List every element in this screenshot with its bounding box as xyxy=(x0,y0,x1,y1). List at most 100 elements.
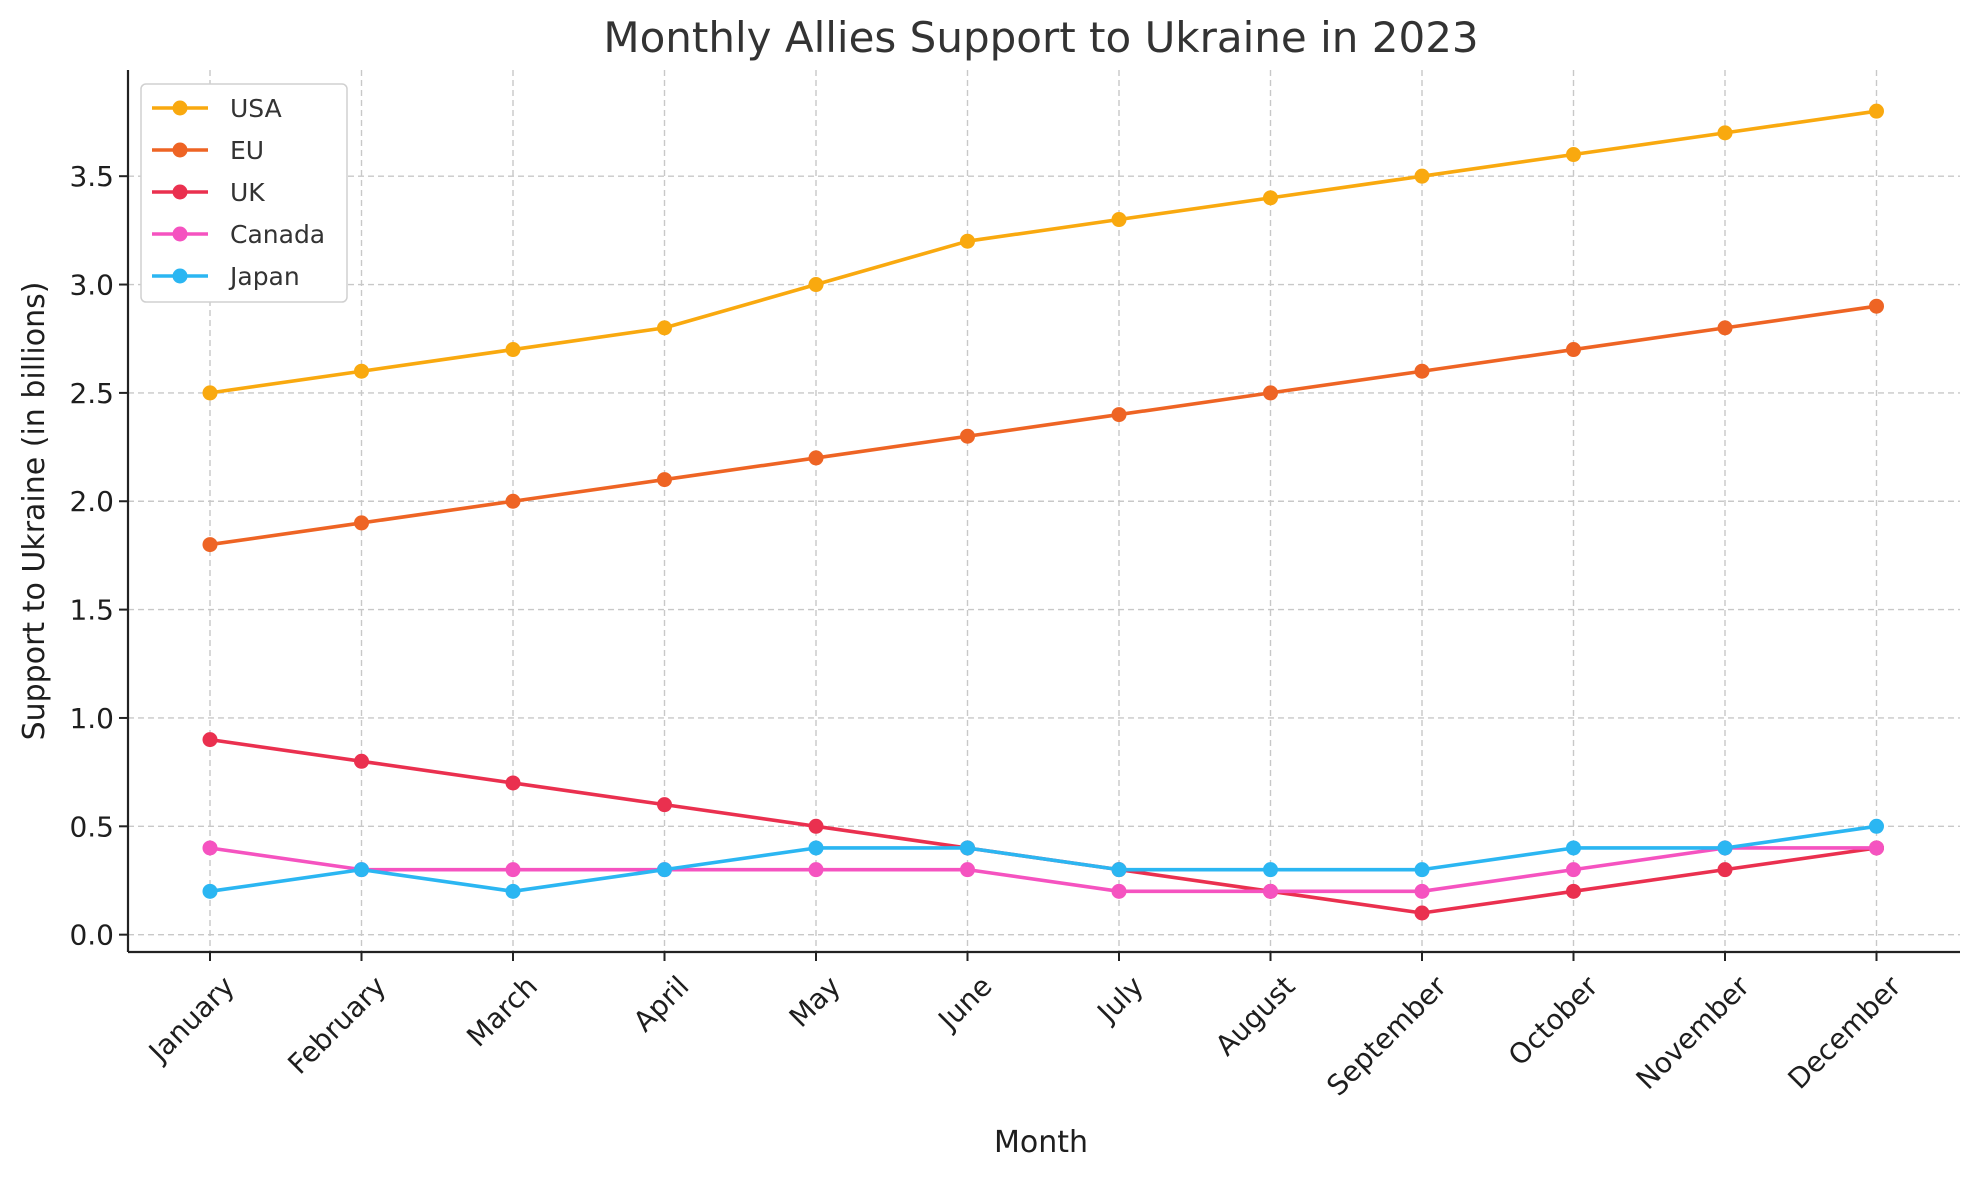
y-ticks: 0.0 0.5 1.0 1.5 2.0 2.5 3.0 3.5 xyxy=(69,160,128,952)
data-point-usa xyxy=(1414,168,1430,184)
chart-title: Monthly Allies Support to Ukraine in 202… xyxy=(603,13,1478,62)
data-point-eu xyxy=(1414,363,1430,379)
data-point-usa xyxy=(960,233,975,249)
data-point-canada xyxy=(1414,883,1430,899)
axes xyxy=(126,70,1960,954)
data-point-uk xyxy=(1414,905,1430,921)
data-point-usa xyxy=(808,277,824,293)
data-point-japan xyxy=(1111,862,1127,878)
data-point-eu xyxy=(1869,298,1884,314)
y-tick-label: 1.5 xyxy=(69,594,114,627)
data-point-japan xyxy=(1263,862,1278,878)
data-point-uk xyxy=(1717,862,1733,878)
y-tick-label: 2.5 xyxy=(69,377,114,410)
data-point-uk xyxy=(354,753,369,769)
x-tick-label: November xyxy=(1630,969,1757,1096)
data-point-uk xyxy=(657,797,672,813)
x-tick-label: May xyxy=(783,970,847,1034)
series-line-japan xyxy=(208,824,1879,894)
legend-box xyxy=(140,83,348,303)
series-line-eu xyxy=(208,304,1879,547)
legend-label: UK xyxy=(230,178,265,207)
data-point-japan xyxy=(505,883,521,899)
data-point-japan xyxy=(1717,840,1733,856)
legend: USA EU UK Canada Japan xyxy=(140,83,348,303)
series-eu xyxy=(202,298,1884,553)
data-point-eu xyxy=(960,428,975,444)
data-point-usa xyxy=(505,342,521,358)
y-tick-label: 2.0 xyxy=(69,485,114,518)
series-usa xyxy=(202,103,1884,401)
y-tick-label: 0.0 xyxy=(69,919,114,952)
data-point-canada xyxy=(1869,840,1884,856)
data-point-japan xyxy=(657,862,672,878)
x-tick-label: December xyxy=(1781,969,1907,1095)
data-point-eu xyxy=(657,472,672,488)
data-point-eu xyxy=(505,493,521,509)
data-point-eu xyxy=(808,450,824,466)
data-point-eu xyxy=(1566,342,1581,358)
legend-marker xyxy=(172,268,188,284)
data-point-usa xyxy=(1263,190,1278,206)
legend-item-japan: Japan xyxy=(152,262,300,291)
x-tick-label: August xyxy=(1209,970,1302,1063)
data-point-usa xyxy=(1869,103,1884,119)
data-point-usa xyxy=(1111,212,1127,228)
data-point-japan xyxy=(202,883,218,899)
data-point-canada xyxy=(960,862,975,878)
x-ticks: January February March April May June July Augu… xyxy=(141,952,1908,1102)
data-point-canada xyxy=(1111,883,1127,899)
y-axis-title: Support to Ukraine (in billions) xyxy=(17,282,52,741)
data-point-japan xyxy=(354,862,369,878)
y-tick-label: 1.0 xyxy=(69,702,114,735)
legend-marker xyxy=(172,142,188,158)
legend-label: Japan xyxy=(228,262,300,291)
data-point-usa xyxy=(657,320,672,336)
grid xyxy=(128,70,1960,952)
x-tick-label: March xyxy=(460,970,544,1054)
legend-label: Canada xyxy=(230,220,325,249)
data-point-uk xyxy=(808,818,824,834)
legend-marker xyxy=(172,184,188,200)
data-point-uk xyxy=(202,732,218,748)
x-tick-label: February xyxy=(281,970,392,1081)
data-point-canada xyxy=(1263,883,1278,899)
data-point-japan xyxy=(1414,862,1430,878)
data-point-canada xyxy=(202,840,218,856)
series xyxy=(202,103,1884,921)
x-tick-label: April xyxy=(627,970,696,1039)
data-point-eu xyxy=(1263,385,1278,401)
legend-item-uk: UK xyxy=(152,178,265,207)
series-line-canada xyxy=(208,846,1879,894)
x-tick-label: October xyxy=(1502,969,1605,1072)
legend-item-eu: EU xyxy=(152,136,264,165)
y-tick-label: 3.5 xyxy=(69,160,114,193)
data-point-usa xyxy=(354,363,369,379)
data-point-eu xyxy=(1717,320,1733,336)
data-point-japan xyxy=(1869,818,1884,834)
x-tick-label: January xyxy=(141,970,241,1070)
legend-label: USA xyxy=(230,94,282,123)
x-tick-label: June xyxy=(931,970,999,1038)
data-point-canada xyxy=(505,862,521,878)
x-tick-label: September xyxy=(1320,969,1453,1102)
data-point-eu xyxy=(1111,407,1127,423)
data-point-eu xyxy=(354,515,369,531)
data-point-canada xyxy=(1566,862,1581,878)
data-point-japan xyxy=(808,840,824,856)
legend-label: EU xyxy=(230,136,264,165)
data-point-uk xyxy=(505,775,521,791)
data-point-usa xyxy=(1566,147,1581,163)
x-tick-label: July xyxy=(1090,970,1150,1030)
data-point-usa xyxy=(1717,125,1733,141)
data-point-japan xyxy=(1566,840,1581,856)
y-tick-label: 0.5 xyxy=(69,810,114,843)
legend-marker xyxy=(172,226,188,242)
data-point-canada xyxy=(808,862,824,878)
legend-item-canada: Canada xyxy=(152,220,325,249)
data-point-usa xyxy=(202,385,218,401)
x-axis-title: Month xyxy=(994,1125,1088,1160)
series-japan xyxy=(202,818,1884,899)
legend-item-usa: USA xyxy=(152,94,282,123)
